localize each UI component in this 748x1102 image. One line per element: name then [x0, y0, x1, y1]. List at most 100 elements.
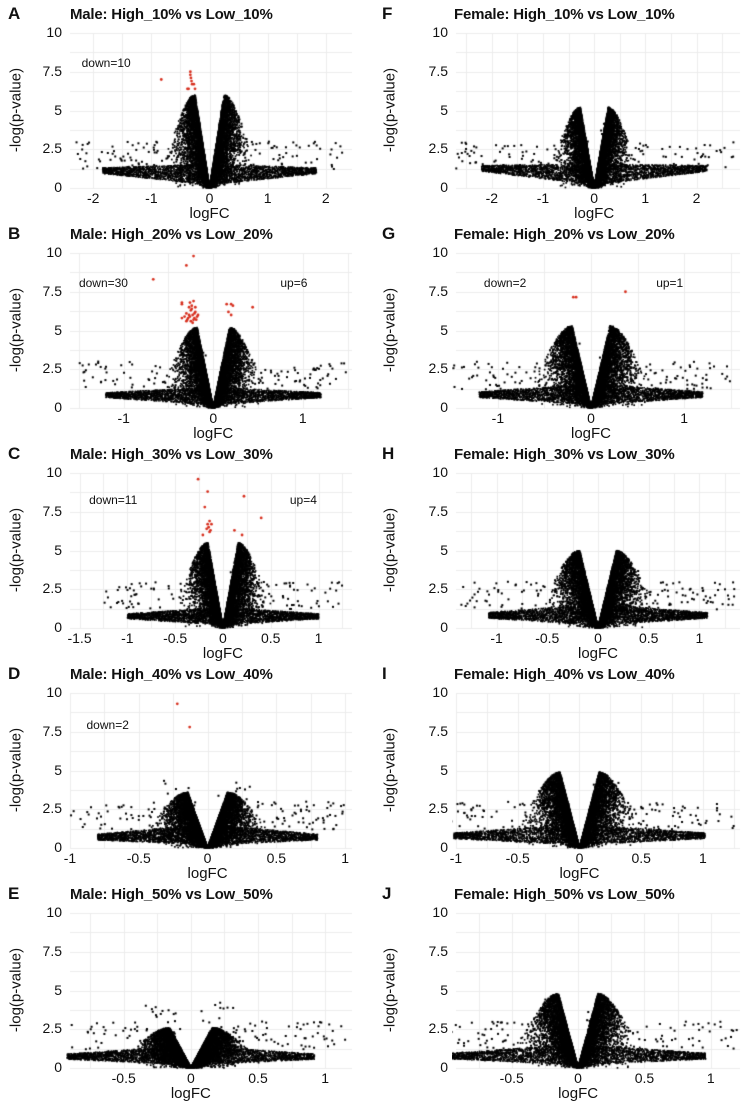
y-tick-label: 2.5 [42, 1020, 62, 1037]
x-tick-label: 0.5 [248, 1070, 268, 1086]
y-tick-label: 2.5 [42, 140, 62, 157]
panel-letter: J [382, 884, 392, 903]
x-tick-label: -1 [63, 850, 77, 866]
count-annotation: up=1 [656, 276, 684, 290]
y-tick-label: 0 [54, 619, 62, 635]
x-axis-label: logFC [170, 1085, 211, 1102]
x-axis-label: logFC [559, 865, 600, 882]
y-tick-label: 7.5 [428, 942, 448, 959]
x-tick-label: -1 [145, 190, 158, 206]
y-tick-label: 0 [440, 839, 448, 855]
y-tick-label: 2.5 [42, 360, 62, 377]
panel-letter: H [382, 444, 395, 463]
y-axis-label: -log(p-value) [7, 67, 25, 153]
y-axis-label: -log(p-value) [7, 287, 25, 373]
y-tick-label: 0 [54, 839, 62, 855]
volcano-panel-j: J Female: High_50% vs Low_50% -log(p-val… [374, 880, 748, 1102]
x-tick-label: -0.5 [535, 630, 560, 646]
x-tick-label: -1 [536, 190, 550, 206]
x-tick-label: -1.5 [67, 630, 92, 646]
x-tick-label: -0.5 [111, 1070, 136, 1086]
x-tick-label: -2 [485, 190, 499, 206]
x-tick-label: 1 [695, 630, 704, 646]
x-tick-label: 0 [575, 850, 584, 866]
volcano-panel-d: D Male: High_40% vs Low_40% -log(p-value… [0, 660, 374, 882]
volcano-panel-i: I Female: High_40% vs Low_40% -log(p-val… [374, 660, 748, 882]
volcano-panel-a: A Male: High_10% vs Low_10% -log(p-value… [0, 0, 374, 222]
y-tick-label: 0 [54, 1059, 62, 1075]
panel-title: Female: High_50% vs Low_50% [454, 886, 675, 903]
x-tick-label: 1 [706, 1070, 715, 1086]
x-axis-label: logFC [187, 865, 228, 882]
y-tick-label: 0 [54, 399, 62, 415]
y-tick-label: 7.5 [42, 282, 62, 299]
y-tick-label: 0 [440, 179, 448, 195]
x-tick-label: 0 [203, 850, 212, 866]
panel-letter: E [8, 884, 20, 903]
y-tick-label: 5 [440, 101, 448, 118]
y-tick-label: 7.5 [428, 282, 448, 299]
y-tick-label: 10 [46, 684, 62, 700]
y-tick-label: 5 [440, 761, 448, 778]
y-tick-label: 10 [432, 244, 448, 260]
count-annotation: up=6 [280, 276, 308, 290]
y-tick-label: 0 [440, 1059, 448, 1075]
y-tick-label: 2.5 [428, 360, 448, 377]
volcano-panel-f: F Female: High_10% vs Low_10% -log(p-val… [374, 0, 748, 222]
x-axis-label: logFC [193, 425, 234, 442]
count-annotation: down=10 [81, 56, 131, 70]
y-tick-label: 7.5 [42, 62, 62, 79]
x-tick-label: 1 [680, 410, 689, 426]
panel-letter: F [382, 4, 393, 23]
volcano-panel-h: H Female: High_30% vs Low_30% -log(p-val… [374, 440, 748, 662]
x-tick-label: 0 [587, 410, 595, 426]
panel-letter: C [8, 444, 21, 463]
y-tick-label: 7.5 [42, 722, 62, 739]
y-tick-label: 7.5 [428, 722, 448, 739]
x-tick-label: 0.5 [638, 630, 659, 646]
scatter-plot-area [452, 689, 744, 852]
y-tick-label: 7.5 [42, 502, 62, 519]
y-tick-label: 10 [46, 244, 62, 260]
y-axis-label: -log(p-value) [381, 947, 399, 1033]
scatter-plot-area [452, 469, 744, 632]
y-axis-label: -log(p-value) [7, 727, 25, 813]
count-annotation: up=4 [289, 492, 317, 507]
count-annotation: down=11 [89, 492, 138, 507]
x-tick-label: 1 [263, 190, 272, 206]
x-tick-label: 0 [209, 410, 218, 426]
x-tick-label: 0 [205, 190, 214, 206]
y-tick-label: 5 [440, 321, 448, 338]
x-tick-label: 0 [186, 1070, 195, 1086]
y-tick-label: 7.5 [428, 62, 448, 79]
x-tick-label: -1 [490, 630, 503, 646]
x-tick-label: 2 [321, 190, 330, 206]
y-tick-label: 10 [432, 684, 448, 700]
y-tick-label: 10 [46, 904, 62, 920]
volcano-panel-b: B Male: High_20% vs Low_20% -log(p-value… [0, 220, 374, 442]
x-tick-label: 0 [219, 630, 227, 646]
x-tick-label: -1 [491, 410, 505, 426]
scatter-plot-area [66, 689, 356, 852]
x-tick-label: 1 [298, 410, 307, 426]
y-tick-label: 5 [54, 101, 62, 118]
x-tick-label: 0 [594, 630, 602, 646]
y-tick-label: 2.5 [428, 1020, 448, 1037]
x-tick-label: 1 [341, 850, 349, 866]
x-tick-label: 0.5 [631, 850, 651, 866]
y-axis-label: -log(p-value) [381, 507, 399, 593]
x-tick-label: 1 [321, 1070, 330, 1086]
y-tick-label: 5 [54, 761, 62, 778]
panel-letter: I [382, 664, 387, 683]
y-tick-label: 2.5 [428, 580, 448, 597]
y-axis-label: -log(p-value) [381, 287, 399, 373]
y-tick-label: 0 [54, 179, 62, 195]
panel-title: Female: High_20% vs Low_20% [454, 226, 675, 243]
y-tick-label: 5 [440, 541, 448, 558]
scatter-plot-area [452, 249, 744, 412]
panel-letter: A [8, 4, 21, 23]
x-tick-label: -0.5 [126, 850, 151, 866]
panel-title: Male: High_20% vs Low_20% [70, 226, 273, 243]
x-tick-label: 1 [699, 850, 707, 866]
panel-title: Male: High_50% vs Low_50% [70, 886, 273, 903]
